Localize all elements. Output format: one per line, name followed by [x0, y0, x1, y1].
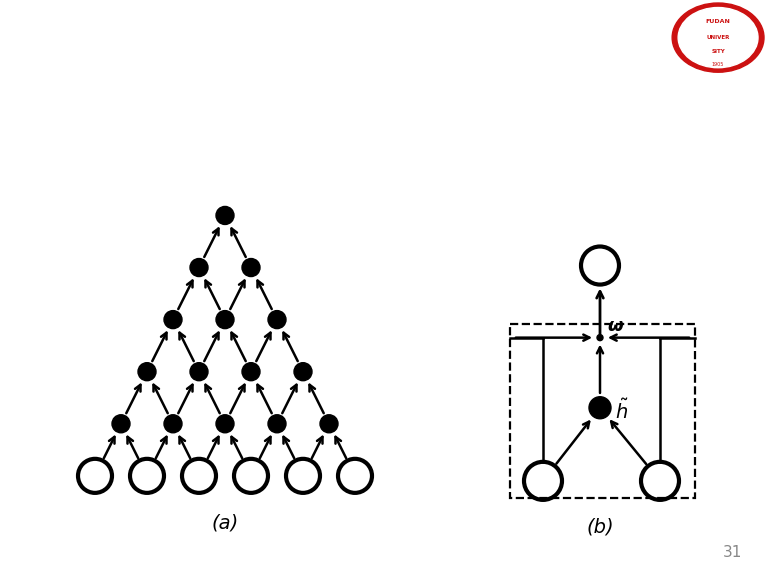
- Circle shape: [216, 206, 234, 225]
- Circle shape: [597, 335, 603, 341]
- Circle shape: [589, 397, 611, 419]
- Text: SITY: SITY: [711, 48, 725, 54]
- Text: FUDAN: FUDAN: [706, 19, 730, 23]
- Circle shape: [112, 415, 130, 433]
- Text: (a): (a): [211, 514, 239, 533]
- Circle shape: [190, 259, 208, 276]
- Circle shape: [190, 363, 208, 381]
- Circle shape: [216, 415, 234, 433]
- Circle shape: [678, 7, 758, 68]
- Text: 31: 31: [723, 545, 742, 560]
- Text: 1905: 1905: [712, 62, 724, 67]
- Circle shape: [138, 363, 156, 381]
- Text: UNIVER: UNIVER: [707, 35, 730, 40]
- Circle shape: [242, 259, 260, 276]
- Text: Sentence Modeling with Gated Recursive Neural Netwo: Sentence Modeling with Gated Recursive N…: [9, 9, 618, 29]
- Text: ω: ω: [607, 316, 623, 335]
- Circle shape: [164, 415, 182, 433]
- Text: $\tilde{h}$: $\tilde{h}$: [615, 398, 628, 423]
- Circle shape: [216, 311, 234, 329]
- Circle shape: [320, 415, 338, 433]
- Text: (b): (b): [586, 518, 614, 537]
- Text: [X Chen,  X Qiu,  C Zhu,  S Wu,  X Huang]: [X Chen, X Qiu, C Zhu, S Wu, X Huang]: [9, 49, 325, 64]
- Bar: [510, 324, 695, 498]
- Circle shape: [268, 311, 286, 329]
- Circle shape: [164, 311, 182, 329]
- Circle shape: [242, 363, 260, 381]
- Circle shape: [672, 3, 764, 72]
- Circle shape: [294, 363, 312, 381]
- Circle shape: [268, 415, 286, 433]
